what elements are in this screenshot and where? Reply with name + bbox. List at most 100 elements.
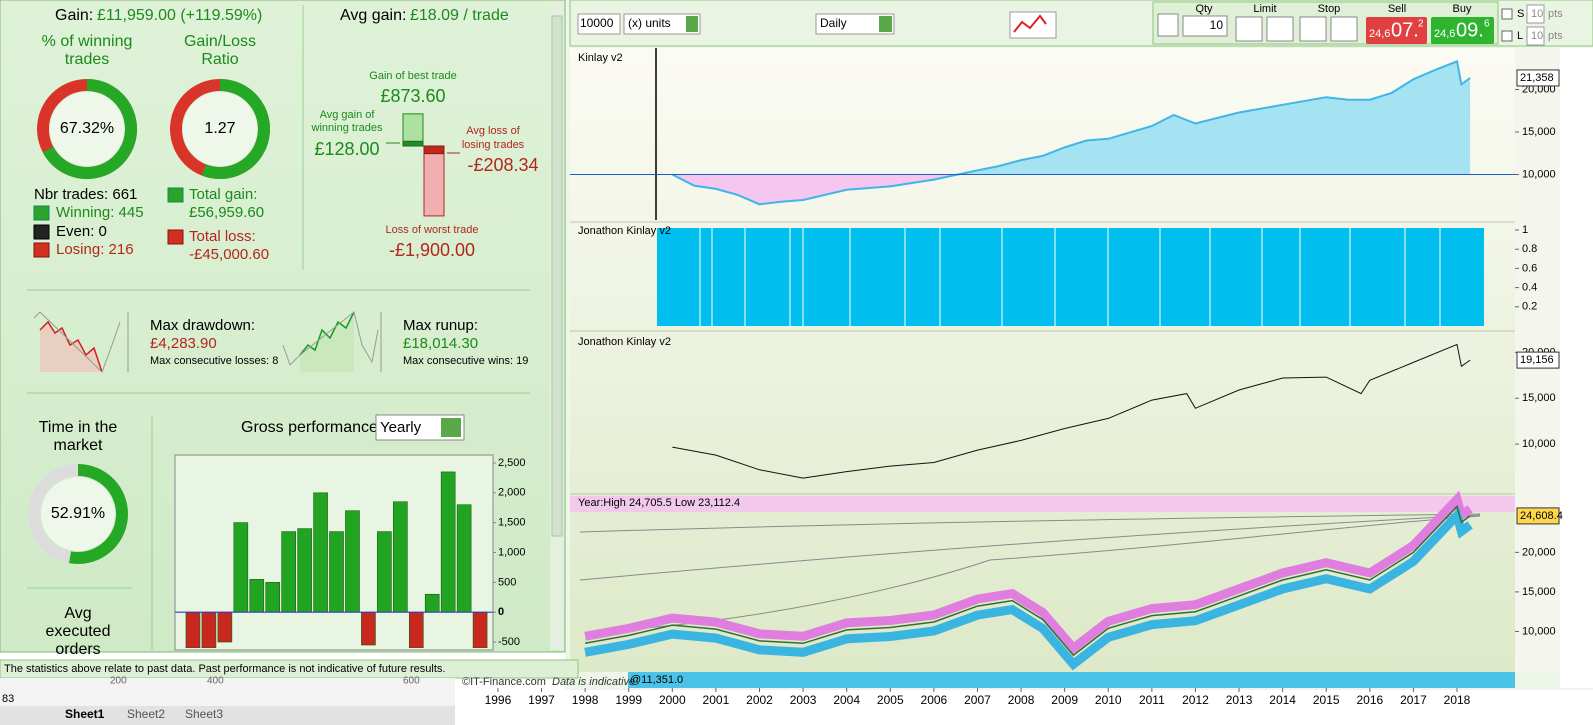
dropdown-arrow xyxy=(441,418,461,437)
avg-win-title: Avg gain of xyxy=(320,109,376,121)
units-select[interactable] xyxy=(623,13,701,35)
sell-button[interactable] xyxy=(1366,17,1427,44)
donut-center xyxy=(50,92,124,166)
drawdown-note: Max consecutive losses: 8 xyxy=(150,355,278,367)
x-tick-label: 1999 xyxy=(615,693,642,707)
sheet-tabs xyxy=(0,706,455,725)
x-tick-label: 2005 xyxy=(877,693,904,707)
bar xyxy=(265,582,281,613)
limit-buy[interactable] xyxy=(1235,16,1263,42)
period-select[interactable] xyxy=(815,13,895,35)
bar xyxy=(377,531,392,613)
swatch xyxy=(167,229,184,245)
orders-title: Avg xyxy=(64,605,91,622)
sparkline-fill xyxy=(300,312,354,372)
donut-arc xyxy=(68,464,128,564)
gross-title: Gross performance xyxy=(241,419,378,436)
l-label: L xyxy=(1517,30,1523,42)
sparkline-trend xyxy=(33,311,121,373)
amount-input[interactable] xyxy=(577,13,621,35)
x-tick-label: 1996 xyxy=(485,693,512,707)
y-tick-label: 0.6 xyxy=(1522,262,1537,274)
sell-label: Sell xyxy=(1388,3,1406,15)
swatch xyxy=(33,242,50,258)
y-tick-label: 0 xyxy=(498,606,504,618)
donut-arc xyxy=(42,79,137,179)
data-note: Data is indicative xyxy=(552,676,635,688)
checkbox[interactable] xyxy=(1501,30,1513,42)
sheet-tab[interactable]: Sheet1 xyxy=(65,707,105,721)
buy-price-big: 09. xyxy=(1456,19,1484,41)
y-tick-label: 10,000 xyxy=(1522,438,1556,450)
s-pts-input[interactable] xyxy=(1526,4,1545,24)
exposure-gaps xyxy=(699,228,1441,326)
limit-sell[interactable] xyxy=(1266,16,1294,42)
bar xyxy=(297,528,312,613)
nbr-trades: Nbr trades: 661 xyxy=(34,186,137,203)
units: (x) units xyxy=(628,16,671,30)
gross-period: Yearly xyxy=(380,419,422,436)
x-tick-label: 2003 xyxy=(790,693,817,707)
icon xyxy=(1013,14,1047,33)
orders-title: executed xyxy=(46,623,111,640)
y-tick-label: 10,000 xyxy=(1522,625,1556,637)
bar xyxy=(361,611,376,646)
donut-title: Gain/Loss xyxy=(184,33,256,50)
avg-loss-title: losing trades xyxy=(462,139,525,151)
exposure-block xyxy=(657,228,1484,326)
best-trade-title: Gain of best trade xyxy=(369,70,456,82)
scroll-thumb[interactable] xyxy=(551,15,563,537)
buy-price-sup: 6 xyxy=(1484,19,1490,30)
pts: pts xyxy=(1548,8,1563,20)
footer-note: The statistics above relate to past data… xyxy=(4,663,445,675)
worst-trade-title: Loss of worst trade xyxy=(386,224,479,236)
qty-input[interactable] xyxy=(1182,15,1228,37)
stop-sell[interactable] xyxy=(1330,16,1358,42)
tool-button[interactable] xyxy=(1157,13,1179,37)
x-tick-label: 1998 xyxy=(572,693,599,707)
year-range-strip xyxy=(570,496,1515,512)
even: Even: 0 xyxy=(56,223,107,240)
y-tick-label: 2,000 xyxy=(498,487,526,499)
y-tick-label: 2,500 xyxy=(498,457,526,469)
time-title: Time in the xyxy=(39,419,118,436)
stop-buy[interactable] xyxy=(1299,16,1327,42)
donut-label: 52.91% xyxy=(51,505,105,522)
donut-label: 67.32% xyxy=(60,120,114,137)
sheet-tab[interactable]: Sheet2 xyxy=(127,707,165,721)
bar xyxy=(472,611,488,648)
avg-win: £128.00 xyxy=(314,139,379,159)
drawdown-value: £4,283.90 xyxy=(150,335,217,352)
bar xyxy=(408,611,424,648)
total-gain-label: Total gain: xyxy=(189,186,257,203)
last-value: 19,156 xyxy=(1520,354,1554,366)
donut-title: trades xyxy=(65,51,109,68)
equity-area xyxy=(672,174,1471,205)
sheet-tab[interactable]: Sheet3 xyxy=(185,707,223,721)
bar xyxy=(281,531,296,613)
checkbox[interactable] xyxy=(1501,8,1513,20)
avg-gain-value: £18.09 / trade xyxy=(410,7,509,24)
y-tick-label: 20,000 xyxy=(1522,546,1556,558)
l-pts-input[interactable] xyxy=(1526,26,1545,46)
x-tick-label: 2002 xyxy=(746,693,773,707)
last-value: 21,358 xyxy=(1520,72,1554,84)
bar xyxy=(185,611,201,648)
x-tick-label: 2006 xyxy=(921,693,948,707)
buy-button[interactable] xyxy=(1431,17,1494,44)
sell-price-sup: 2 xyxy=(1418,19,1424,30)
l-pts: 10 xyxy=(1531,30,1543,42)
copyright: ©IT-Finance.com xyxy=(462,676,546,688)
bar xyxy=(440,471,456,613)
panel-title: Jonathon Kinlay v2 xyxy=(578,225,671,237)
qty-label: Qty xyxy=(1195,3,1213,15)
total-loss: -£45,000.60 xyxy=(189,246,269,263)
buy-price-prefix: 24,6 xyxy=(1434,28,1455,40)
qty: 10 xyxy=(1210,18,1224,32)
bar xyxy=(201,611,217,648)
sell-price-big: 07. xyxy=(1391,19,1419,41)
last-value-box xyxy=(1516,351,1560,369)
y-tick-label: 15,000 xyxy=(1522,392,1556,404)
total-gain: £56,959.60 xyxy=(189,204,264,221)
swatch xyxy=(33,224,50,240)
